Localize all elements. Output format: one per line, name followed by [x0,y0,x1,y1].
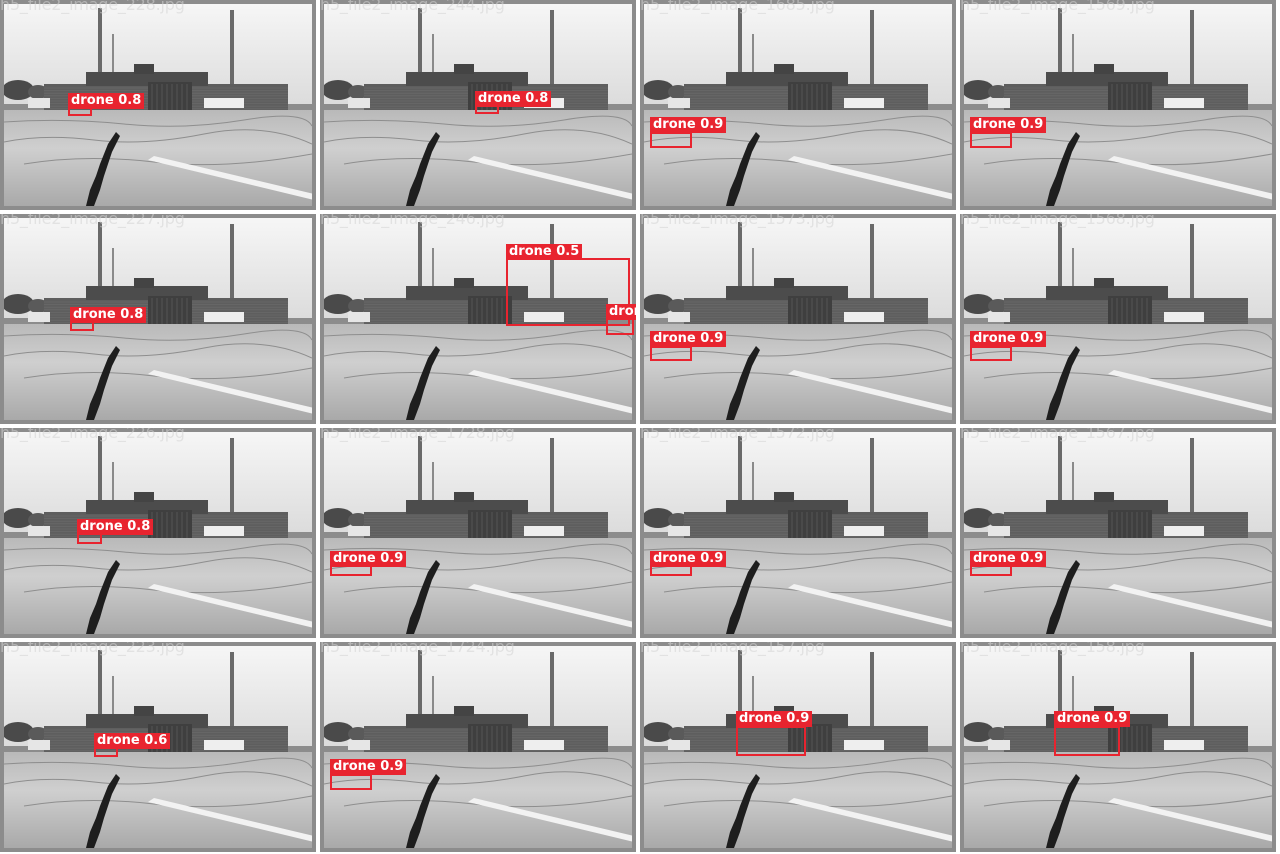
scene-photo [324,4,632,206]
detection-box [970,346,1012,361]
scene-photo [644,4,952,206]
detection-label: drone 0.9 [330,551,407,567]
image-tile: h5_file2_image_223.jpg drone 0.6 [0,642,316,852]
scene-photo [4,218,312,420]
detection-label: drone 0.9 [330,759,407,775]
scene-photo [964,4,1272,206]
detection-label: drone 0.6 [94,733,171,749]
scene-photo [4,432,312,634]
image-tile: h5_file2_image_1685.jpg drone 0.9 [640,0,956,210]
detection-label: drone 0.9 [970,551,1047,567]
image-tile: h5_file2_image_1569.jpg drone 0.9 [960,0,1276,210]
image-tile: h5_file2_image_158.jpg drone 0.9 [960,642,1276,852]
scene-photo [4,4,312,206]
detection-label: drone 0.9 [970,117,1047,133]
scene-photo [644,432,952,634]
detection-label: drone 0.9 [970,331,1047,347]
image-tile: h5_file2_image_1567.jpg drone 0.9 [960,428,1276,638]
scene-photo [324,646,632,848]
detection-label: drone 0.5 [506,244,583,260]
image-tile: h5_file2_image_1573.jpg drone 0.9 [640,214,956,424]
image-tile: h5_file2_image_1728.jpg drone 0.9 [320,428,636,638]
detection-box [736,726,806,756]
detection-box [650,132,692,148]
detection-label: drone 0.9 [736,711,813,727]
detection-label: drone 0.9 [650,551,727,567]
detection-box [330,774,372,790]
detection-box [650,346,692,361]
detection-label: drone 0.9 [650,117,727,133]
scene-photo [644,218,952,420]
scene-photo [964,218,1272,420]
detection-label: drone 0.9 [650,331,727,347]
detection-label: drone 0.8 [70,307,147,323]
scene-photo [324,218,632,420]
image-tile: h5_file2_image_228.jpg drone 0.8 [0,0,316,210]
detection-label: drone 0.9 [1054,711,1131,727]
image-tile: h5_file2_image_227.jpg drone 0.8 [0,214,316,424]
detection-label: drone 0.8 [68,93,145,109]
image-tile: h5_file2_image_1568.jpg drone 0.9 [960,214,1276,424]
scene-photo [4,646,312,848]
image-tile: h5_file2_image_226.jpg drone 0.8 [0,428,316,638]
scene-photo [644,646,952,848]
image-tile: h5_file2_image_157.jpg drone 0.9 [640,642,956,852]
scene-photo [964,432,1272,634]
detection-label: drone 0.8 [77,519,154,535]
detection-box [1054,726,1120,756]
detection-label: drone 0.8 [475,91,552,107]
scene-photo [324,432,632,634]
image-tile: h5_file2_image_244.jpg drone 0.8 [320,0,636,210]
detection-label: drone [606,304,636,320]
image-tile: h5_file2_image_1724.jpg drone 0.9 [320,642,636,852]
detection-box [970,132,1012,148]
image-tile: h5_file2_image_1572.jpg drone 0.9 [640,428,956,638]
